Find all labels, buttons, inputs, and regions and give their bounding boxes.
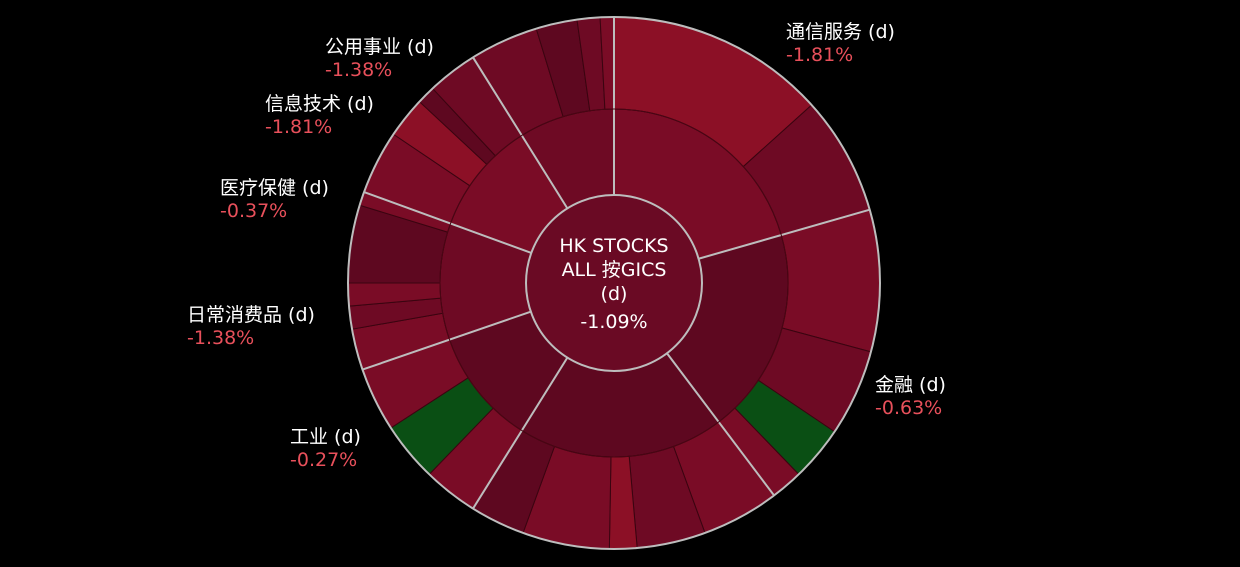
separator-industrials (666, 352, 775, 497)
center-title-line-2: ALL 按GICS (562, 259, 667, 281)
center-title-line-1: HK STOCKS (559, 235, 668, 257)
separator-financials (698, 208, 870, 260)
sector-label-financials: 金融 (d) (875, 374, 946, 396)
sector-value-consumer-staples: -1.38% (187, 327, 254, 349)
sector-value-utilities: -1.38% (325, 59, 392, 81)
sector-value-industrials: -0.27% (290, 449, 357, 471)
sector-label-communication: 通信服务 (d) (786, 21, 895, 43)
sector-label-info-tech: 信息技术 (d) (265, 93, 374, 115)
sector-label-consumer-staples: 日常消费品 (d) (187, 304, 315, 326)
ring-boundary (439, 108, 789, 458)
chart-outer-border (347, 16, 881, 550)
separator-info-tech (363, 191, 532, 254)
sector-label-industrials: 工业 (d) (290, 426, 361, 448)
center-title-line-3: (d) (601, 283, 628, 305)
center-value: -1.09% (580, 311, 647, 333)
center-disc[interactable] (525, 194, 703, 372)
sector-value-communication: -1.81% (786, 44, 853, 66)
separator-health-care (362, 310, 532, 371)
separator-utilities (472, 56, 569, 209)
sector-value-financials: -0.63% (875, 397, 942, 419)
sector-value-info-tech: -1.81% (265, 116, 332, 138)
sector-label-utilities: 公用事业 (d) (325, 36, 434, 58)
sector-separators (362, 17, 870, 510)
separator-consumer-staples (472, 357, 569, 510)
sector-value-health-care: -0.37% (220, 200, 287, 222)
sunburst-inner-ring (439, 108, 789, 458)
sector-label-health-care: 医疗保健 (d) (220, 177, 329, 199)
